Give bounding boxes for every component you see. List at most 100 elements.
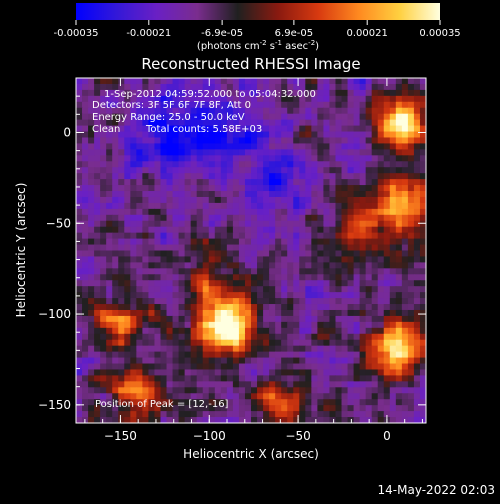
heatmap-cell	[251, 185, 258, 192]
heatmap-cell	[244, 309, 252, 317]
heatmap-cell	[142, 161, 150, 168]
heatmap-cell	[407, 131, 415, 139]
heatmap-cell	[142, 196, 150, 204]
heatmap-cell	[226, 167, 234, 174]
heatmap-cell	[359, 208, 367, 216]
heatmap-cell	[154, 250, 162, 258]
heatmap-cell	[232, 280, 240, 287]
heatmap-cell	[359, 78, 367, 85]
heatmap-cell	[148, 161, 156, 168]
heatmap-cell	[154, 95, 162, 103]
heatmap-cell	[130, 191, 137, 198]
heatmap-cell	[251, 143, 258, 150]
heatmap-cell	[190, 256, 198, 263]
heatmap-cell	[184, 125, 192, 133]
heatmap-cell	[335, 327, 343, 335]
heatmap-cell	[353, 214, 361, 222]
heatmap-cell	[257, 381, 264, 388]
heatmap-cell	[160, 393, 168, 400]
heatmap-cell	[82, 363, 89, 371]
heatmap-cell	[413, 268, 421, 275]
heatmap-cell	[100, 95, 107, 103]
heatmap-cell	[323, 327, 331, 335]
heatmap-cell	[130, 417, 137, 423]
heatmap-cell	[136, 405, 143, 412]
heatmap-cell	[269, 214, 276, 222]
heatmap-cell	[305, 113, 312, 121]
heatmap-cell	[251, 351, 258, 359]
heatmap-cell	[401, 381, 409, 388]
heatmap-cell	[226, 179, 234, 186]
heatmap-cell	[329, 167, 337, 174]
heatmap-cell	[202, 143, 210, 150]
heatmap-cell	[76, 417, 83, 423]
heatmap-cell	[371, 351, 379, 359]
heatmap-cell	[341, 149, 349, 156]
heatmap-cell	[94, 173, 101, 180]
heatmap-cell	[178, 137, 186, 145]
heatmap-cell	[94, 238, 101, 246]
heatmap-cell	[287, 369, 294, 377]
heatmap-cell	[220, 304, 228, 311]
heatmap-cell	[100, 202, 107, 210]
heatmap-cell	[202, 208, 210, 216]
heatmap-cell	[238, 238, 246, 246]
heatmap-cell	[365, 202, 373, 210]
heatmap-cell	[341, 191, 349, 198]
heatmap-cell	[347, 327, 355, 335]
heatmap-cell	[232, 107, 240, 115]
heatmap-cell	[118, 149, 125, 156]
heatmap-cell	[148, 333, 156, 341]
heatmap-cell	[323, 321, 331, 329]
heatmap-cell	[112, 202, 119, 210]
heatmap-cell	[281, 226, 288, 234]
heatmap-cell	[365, 274, 373, 281]
heatmap-cell	[76, 113, 83, 121]
heatmap-cell	[329, 375, 337, 382]
heatmap-cell	[341, 238, 349, 246]
heatmap-cell	[371, 89, 379, 97]
heatmap-cell	[401, 250, 409, 258]
heatmap-cell	[172, 179, 180, 186]
heatmap-cell	[88, 226, 95, 234]
heatmap-cell	[335, 202, 343, 210]
heatmap-cell	[323, 107, 331, 115]
heatmap-cell	[118, 78, 125, 85]
heatmap-cell	[287, 167, 294, 174]
heatmap-cell	[317, 232, 325, 240]
heatmap-cell	[118, 89, 125, 97]
heatmap-cell	[347, 315, 355, 323]
heatmap-cell	[383, 363, 391, 371]
heatmap-cell	[154, 292, 162, 299]
heatmap-cell	[208, 298, 216, 305]
heatmap-cell	[172, 208, 180, 216]
heatmap-cell	[178, 143, 186, 150]
y-axis: −150−100−500	[38, 77, 426, 424]
heatmap-cell	[232, 387, 240, 394]
heatmap-cell	[160, 321, 168, 329]
heatmap-cell	[238, 89, 246, 97]
heatmap-cell	[82, 375, 89, 382]
heatmap-cell	[275, 357, 282, 365]
heatmap-cell	[208, 286, 216, 293]
heatmap-cell	[232, 268, 240, 275]
heatmap-cell	[136, 256, 143, 263]
heatmap-cell	[100, 315, 107, 323]
heatmap-cell	[413, 399, 421, 406]
heatmap-cell	[130, 155, 137, 162]
heatmap-cell	[118, 304, 125, 311]
heatmap-cell	[419, 232, 426, 240]
heatmap-cell	[244, 95, 252, 103]
heatmap-cell	[154, 238, 162, 246]
heatmap-cell	[166, 244, 174, 252]
heatmap-cell	[383, 304, 391, 311]
heatmap-cell	[124, 333, 131, 341]
heatmap-cell	[371, 411, 379, 418]
heatmap-cell	[383, 83, 391, 91]
heatmap-cell	[293, 173, 300, 180]
heatmap-cell	[202, 286, 210, 293]
heatmap-cell	[136, 202, 143, 210]
heatmap-cell	[178, 256, 186, 263]
heatmap-cell	[251, 191, 258, 198]
heatmap-cell	[257, 155, 264, 162]
